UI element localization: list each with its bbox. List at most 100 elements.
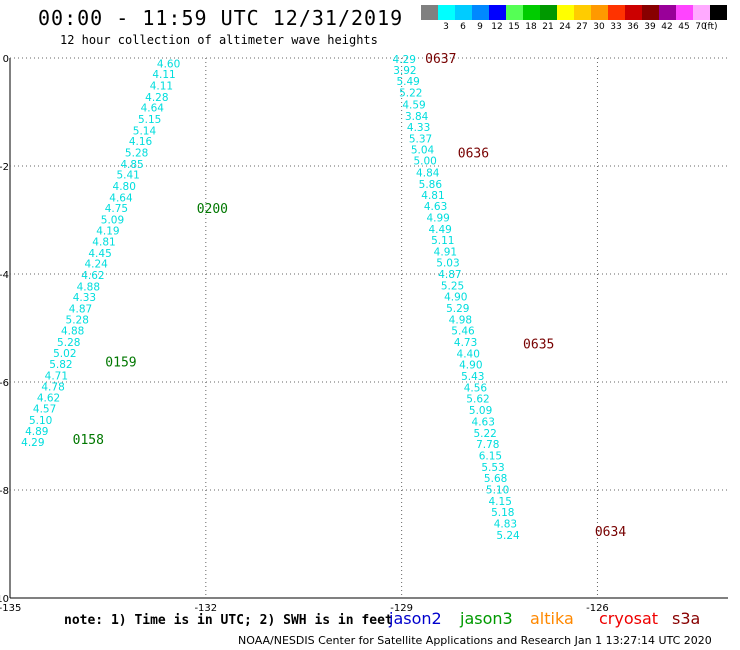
wave-height-label: 4.87 (438, 269, 461, 281)
wave-height-label: 4.11 (152, 69, 175, 81)
wave-height-label: 4.73 (454, 337, 477, 349)
legend-label: 24 (559, 22, 571, 32)
wave-height-label: 4.87 (69, 304, 92, 316)
wave-height-label: 4.62 (81, 270, 104, 282)
wave-height-label: 5.43 (461, 371, 484, 383)
x-tick-label: -135 (0, 603, 21, 614)
wave-height-label: 5.82 (49, 359, 72, 371)
legend-label: 42 (661, 22, 673, 32)
satellite-cryosat-label: cryosat (599, 609, 659, 628)
wave-height-label: 4.24 (84, 259, 108, 271)
wave-height-label: 4.89 (25, 426, 48, 438)
wave-height-label: 5.25 (441, 280, 464, 292)
wave-height-label: 4.45 (88, 248, 111, 260)
wave-height-label: 5.02 (53, 348, 76, 360)
wave-height-label: 5.15 (138, 114, 161, 126)
wave-height-label: 5.10 (486, 484, 509, 496)
chart-subtitle: 12 hour collection of altimeter wave hei… (60, 33, 378, 47)
wave-height-label: 4.81 (92, 237, 115, 249)
y-tick-label: -2 (0, 162, 9, 173)
y-tick-label: -10 (0, 594, 9, 605)
wave-height-label: 5.18 (491, 507, 514, 519)
wave-height-label: 4.63 (472, 416, 495, 428)
wave-height-label: 3.84 (405, 111, 429, 123)
wave-height-label: 5.04 (411, 144, 435, 156)
wave-height-label: 4.83 (494, 518, 517, 530)
wave-height-label: 4.62 (37, 393, 60, 405)
y-tick-label: 0 (3, 54, 9, 65)
wave-height-label: 4.88 (77, 281, 100, 293)
pass-time-label: 0158 (73, 433, 104, 448)
wave-height-label: 5.68 (484, 473, 507, 485)
legend-label: 39 (644, 22, 656, 32)
wave-height-label: 5.22 (473, 428, 496, 440)
credit-line: NOAA/NESDIS Center for Satellite Applica… (238, 634, 712, 647)
wave-height-label: 5.03 (436, 258, 459, 270)
y-tick-label: -8 (0, 486, 9, 497)
wave-height-label: 4.84 (416, 167, 440, 179)
wave-height-label: 5.00 (413, 156, 436, 168)
satellite-jason2-label: jason2 (389, 609, 442, 628)
wave-height-label: 5.37 (409, 133, 432, 145)
legend-unit: (ft) (704, 22, 718, 32)
pass-time-label: 0200 (197, 202, 228, 217)
legend-label: 27 (576, 22, 588, 32)
chart-title: 00:00 - 11:59 UTC 12/31/2019 (38, 6, 404, 30)
wave-height-label: 5.10 (29, 415, 52, 427)
wave-height-label: 4.90 (459, 360, 482, 372)
pass-time-label: 0637 (425, 52, 456, 67)
wave-height-label: 5.62 (466, 394, 489, 406)
wave-height-label: 4.29 (21, 437, 44, 449)
wave-height-label: 4.88 (61, 326, 84, 338)
legend-label: 3 (443, 22, 449, 32)
wave-height-label: 4.33 (407, 122, 430, 134)
legend-label: 18 (525, 22, 537, 32)
wave-height-label: 4.80 (113, 181, 136, 193)
wave-height-label: 4.19 (96, 225, 119, 237)
legend-label: 6 (460, 22, 466, 32)
legend-label: 21 (542, 22, 554, 32)
legend-label: 9 (477, 22, 483, 32)
color-legend: (ft) 3 6 9 12 15 18 21 24 27 30 33 36 39 42 45 70 (421, 5, 728, 36)
satellite-jason3-label: jason3 (460, 609, 513, 628)
wave-height-label: 4.16 (129, 136, 153, 148)
wave-height-label: 6.15 (479, 450, 502, 462)
wave-height-label: 4.11 (150, 81, 173, 93)
wave-height-label: 5.53 (481, 462, 504, 474)
y-tick-label: -6 (0, 378, 9, 389)
pass-time-label: 0636 (458, 147, 489, 162)
wave-height-label: 5.28 (125, 148, 148, 160)
wave-height-label: 4.71 (45, 371, 68, 383)
legend-label: 12 (491, 22, 503, 32)
wave-height-label: 4.28 (145, 92, 168, 104)
wave-height-label: 5.41 (116, 170, 139, 182)
wave-height-label: 4.64 (109, 192, 133, 204)
wave-height-label: 4.60 (157, 58, 180, 70)
wave-height-label: 4.56 (464, 382, 488, 394)
wave-height-label: 5.86 (419, 179, 443, 191)
wave-height-label: 4.99 (426, 212, 449, 224)
legend-label: 30 (593, 22, 605, 32)
satellite-altika-label: altika (530, 609, 574, 628)
pass-time-label: 0159 (105, 355, 136, 370)
wave-height-label: 5.09 (469, 405, 492, 417)
wave-height-label: 4.33 (73, 292, 96, 304)
wave-height-label: 4.78 (41, 381, 64, 393)
wave-height-label: 4.49 (428, 224, 451, 236)
wave-height-label: 4.91 (434, 246, 457, 258)
wave-height-label: 5.29 (446, 303, 469, 315)
satellite-s3a-label: s3a (672, 609, 701, 628)
wave-height-label: 4.85 (120, 159, 143, 171)
wave-height-label: 7.78 (476, 439, 499, 451)
wave-height-label: 5.28 (66, 314, 89, 326)
legend-label: 45 (678, 22, 690, 32)
legend-label: 36 (627, 22, 639, 32)
y-tick-label: -4 (0, 270, 9, 281)
legend-swatch (710, 5, 728, 20)
wave-height-label: 4.63 (424, 201, 447, 213)
wave-height-label: 5.14 (133, 125, 157, 137)
wave-height-label: 5.24 (496, 530, 520, 542)
pass-time-label: 0634 (595, 525, 626, 540)
wave-height-label: 4.29 (393, 54, 416, 66)
